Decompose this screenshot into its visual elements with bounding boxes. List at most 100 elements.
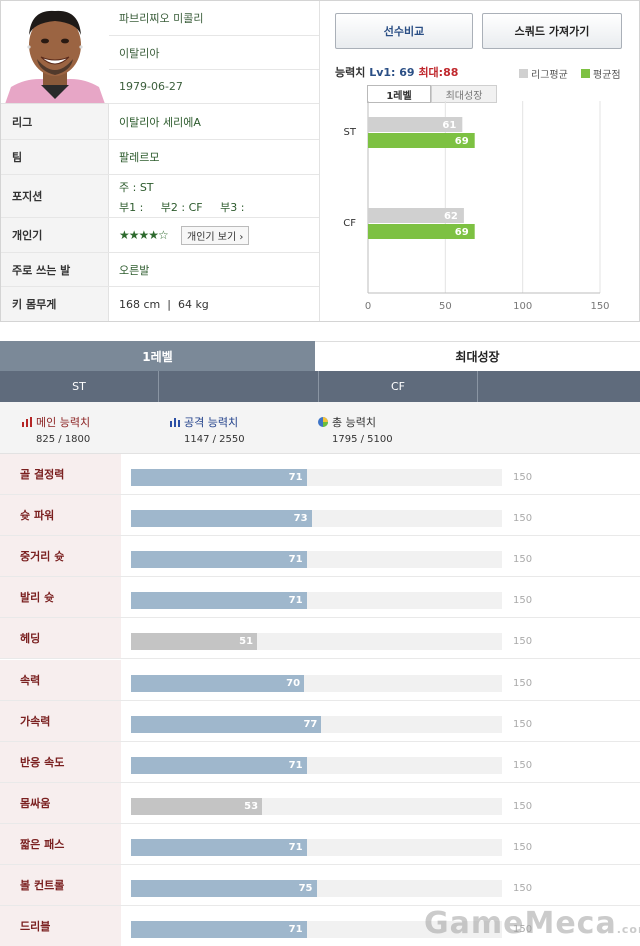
attribute-value: 75 <box>298 883 313 894</box>
legend-avg-swatch <box>581 69 590 78</box>
category-label: CF <box>343 218 356 229</box>
position-sep <box>318 371 319 402</box>
body-value: 168 cm | 64 kg <box>119 297 209 311</box>
chart-tab-max[interactable]: 최대성장 <box>431 85 497 103</box>
league-label: 리그 <box>1 104 109 139</box>
attribute-value: 71 <box>288 595 303 606</box>
category-label: ST <box>344 127 357 138</box>
attribute-value: 71 <box>288 924 303 935</box>
position-main: 주 : ST <box>119 181 154 194</box>
attribute-row: 반응 속도 71 150 <box>0 742 640 783</box>
position-sub: 부1 : 부2 : CF 부3 : <box>119 201 245 214</box>
attribute-max: 150 <box>513 513 533 524</box>
chart-bar <box>368 208 464 223</box>
team-value: 팔레르모 <box>119 151 160 164</box>
player-birthdate: 1979-06-27 <box>109 70 319 104</box>
row-skill: 개인기 ★★★★☆ 개인기 보기 › <box>1 218 319 253</box>
bar-chart-icon <box>22 417 32 427</box>
attribute-max: 150 <box>513 883 533 894</box>
attribute-bar-track: 75 <box>131 880 502 897</box>
chart-bar <box>368 117 463 132</box>
attribute-bar-track: 53 <box>131 798 502 815</box>
chart-tab-level1[interactable]: 1레벨 <box>367 85 431 103</box>
ability-bar-chart: 0 50 100 150 ST 61 69 CF 62 69 <box>343 101 610 312</box>
attribute-bar-fill: 71 <box>131 921 307 938</box>
position-label: 포지션 <box>1 175 109 217</box>
attribute-label: 몸싸움 <box>0 783 121 823</box>
attribute-label: 볼 컨트롤 <box>0 865 121 905</box>
attribute-bar-track: 71 <box>131 592 502 609</box>
compare-players-button[interactable]: 선수비교 <box>335 13 473 49</box>
attribute-label: 속력 <box>0 660 121 700</box>
position-tab-st[interactable]: ST <box>72 380 86 393</box>
team-label: 팀 <box>1 140 109 174</box>
attribute-row: 볼 컨트롤 75 150 <box>0 865 640 906</box>
attribute-value: 70 <box>286 678 301 689</box>
watermark-main: GameMeca <box>424 906 617 941</box>
attribute-bar-track: 73 <box>131 510 502 527</box>
position-tab-empty-2[interactable] <box>478 371 640 402</box>
attack-ability-summary: 공격 능력치 1147 / 2550 <box>170 414 245 445</box>
watermark-suffix: .com <box>616 923 640 936</box>
attribute-value: 51 <box>239 636 254 647</box>
skill-view-button[interactable]: 개인기 보기 › <box>181 226 250 245</box>
attack-ability-title: 공격 능력치 <box>184 416 239 429</box>
legend-avg-label: 평균점 <box>593 70 621 81</box>
attribute-row: 골 결정력 71 150 <box>0 454 640 495</box>
attribute-bar-track: 71 <box>131 551 502 568</box>
main-ability-value: 825 / 1800 <box>36 434 91 445</box>
attribute-max: 150 <box>513 636 533 647</box>
attribute-value: 73 <box>293 513 308 524</box>
ability-summary-row: 메인 능력치 825 / 1800 공격 능력치 1147 / 2550 총 능… <box>0 402 640 454</box>
attribute-row: 슛 파워 73 150 <box>0 495 640 536</box>
main-ability-title: 메인 능력치 <box>36 416 91 429</box>
skill-stars: ★★★★☆ <box>119 228 169 242</box>
legend-league-label: 리그평균 <box>531 70 568 81</box>
attribute-label: 골 결정력 <box>0 454 121 494</box>
attribute-bar-fill: 75 <box>131 880 317 897</box>
player-name: 파브리찌오 미콜리 <box>109 1 319 36</box>
x-tick-label: 50 <box>439 301 452 312</box>
position-tabs: ST CF <box>0 371 640 402</box>
player-profile-panel: 파브리찌오 미콜리 이탈리아 1979-06-27 리그 이탈리아 세리에A 팀… <box>0 0 640 322</box>
main-ability-summary: 메인 능력치 825 / 1800 <box>22 414 90 445</box>
position-tab-empty-1[interactable] <box>159 371 318 402</box>
attribute-bar-track: 51 <box>131 633 502 650</box>
bar-value-label: 61 <box>442 120 456 131</box>
attack-ability-value: 1147 / 2550 <box>184 434 245 445</box>
attribute-bar-track: 71 <box>131 757 502 774</box>
row-league: 리그 이탈리아 세리에A <box>1 104 319 140</box>
legend-league-swatch <box>519 69 528 78</box>
attribute-max: 150 <box>513 842 533 853</box>
attribute-row: 발리 슛 71 150 <box>0 577 640 618</box>
attribute-bar-fill: 71 <box>131 592 307 609</box>
body-label: 키 몸무게 <box>1 287 109 321</box>
legend-avg: 평균점 <box>581 66 621 81</box>
tab-level1[interactable]: 1레벨 <box>0 341 315 371</box>
ability-panel: 선수비교 스쿼드 가져가기 능력치 Lv1: 69 최대:88 리그평균 평균점… <box>320 1 640 321</box>
x-tick-label: 100 <box>513 301 532 312</box>
tab-max-growth[interactable]: 최대성장 <box>315 341 640 371</box>
attribute-row: 헤딩 51 150 <box>0 618 640 659</box>
attribute-row: 속력 70 150 <box>0 660 640 701</box>
take-to-squad-button[interactable]: 스쿼드 가져가기 <box>482 13 622 49</box>
bar-chart-icon <box>170 417 180 427</box>
total-ability-value: 1795 / 5100 <box>332 434 393 445</box>
row-position: 포지션 주 : ST 부1 : 부2 : CF 부3 : <box>1 175 319 218</box>
attribute-value: 71 <box>288 842 303 853</box>
total-ability-title: 총 능력치 <box>332 416 376 429</box>
ability-label: 능력치 <box>335 66 366 79</box>
ability-lv: Lv1: 69 <box>369 66 415 79</box>
bar-value-label: 62 <box>444 211 458 222</box>
profile-divider <box>319 1 320 321</box>
legend-league: 리그평균 <box>519 66 568 81</box>
position-tab-cf[interactable]: CF <box>390 380 405 393</box>
foot-value: 오른발 <box>119 263 150 277</box>
attribute-row: 중거리 슛 71 150 <box>0 536 640 577</box>
attribute-bar-fill: 71 <box>131 469 307 486</box>
attribute-max: 150 <box>513 554 533 565</box>
row-body: 키 몸무게 168 cm | 64 kg <box>1 287 319 321</box>
attribute-bar-track: 71 <box>131 469 502 486</box>
attribute-bar-track: 77 <box>131 716 502 733</box>
attribute-bar-fill: 77 <box>131 716 322 733</box>
